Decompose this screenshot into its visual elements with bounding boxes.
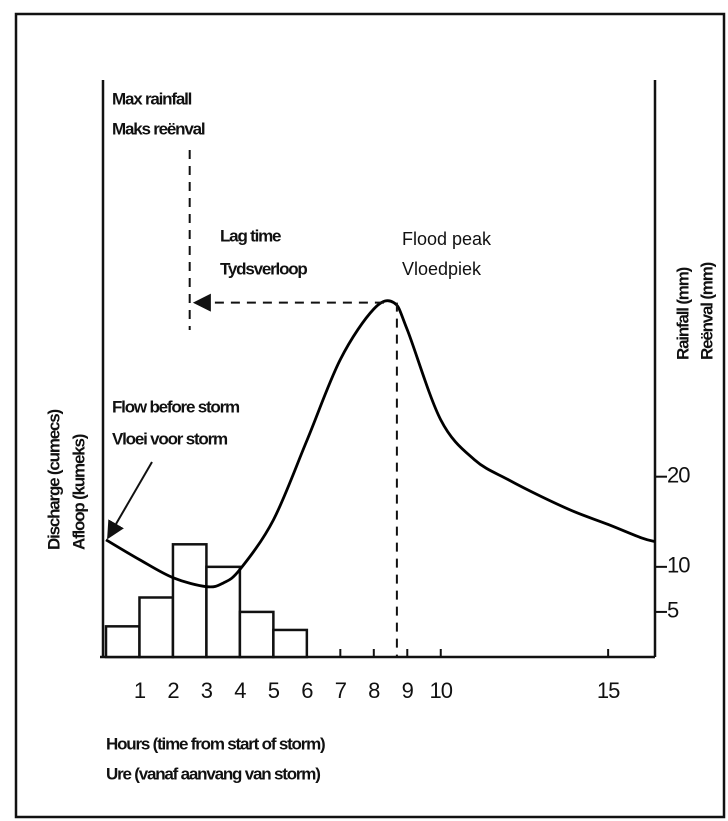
annotation: Max rainfall	[112, 89, 192, 108]
y-axis-label: Afloop (kumeks)	[69, 434, 88, 550]
annotation: Lag time	[220, 226, 281, 245]
rain-bar	[104, 625, 141, 659]
annotation: Vloedpiek	[402, 259, 482, 279]
y2-tick-label: 10	[667, 553, 690, 578]
x-tick-label: 4	[234, 678, 246, 703]
x-tick-label: 5	[268, 678, 280, 703]
y2-tick-label: 5	[667, 598, 679, 623]
rain-bar	[205, 565, 242, 659]
x-tick-label: 15	[597, 678, 620, 703]
annotation: Flood peak	[402, 229, 492, 249]
annotation: Vloei voor storm	[112, 429, 228, 448]
annotation: Maks reënval	[112, 119, 205, 138]
x-tick-label: 9	[402, 678, 414, 703]
x-tick-label: 3	[201, 678, 213, 703]
x-tick-label: 6	[301, 678, 313, 703]
rain-bar	[171, 543, 208, 659]
flow-arrow	[107, 461, 153, 540]
y-axis-label: Discharge (cumecs)	[44, 409, 63, 550]
frame	[14, 12, 726, 819]
annotation: Tydsverloop	[220, 259, 307, 278]
x-axis-label: Hours (time from start of storm)	[106, 734, 325, 753]
x-tick-label: 1	[134, 678, 146, 703]
x-tick-label: 10	[430, 678, 453, 703]
rain-bar	[138, 596, 175, 659]
x-tick-label: 2	[167, 678, 179, 703]
annotation: Flow before storm	[112, 397, 240, 416]
x-tick-label: 8	[368, 678, 380, 703]
rain-bar	[272, 628, 309, 659]
y2-axis-label: Reënval (mm)	[697, 262, 716, 360]
y2-tick-label: 20	[667, 463, 690, 488]
x-tick-label: 7	[335, 678, 347, 703]
x-axis-label: Ure (vanaf aanvang van storm)	[106, 764, 320, 783]
rain-bar	[238, 610, 275, 659]
y2-axis-label: Rainfall (mm)	[673, 267, 692, 360]
